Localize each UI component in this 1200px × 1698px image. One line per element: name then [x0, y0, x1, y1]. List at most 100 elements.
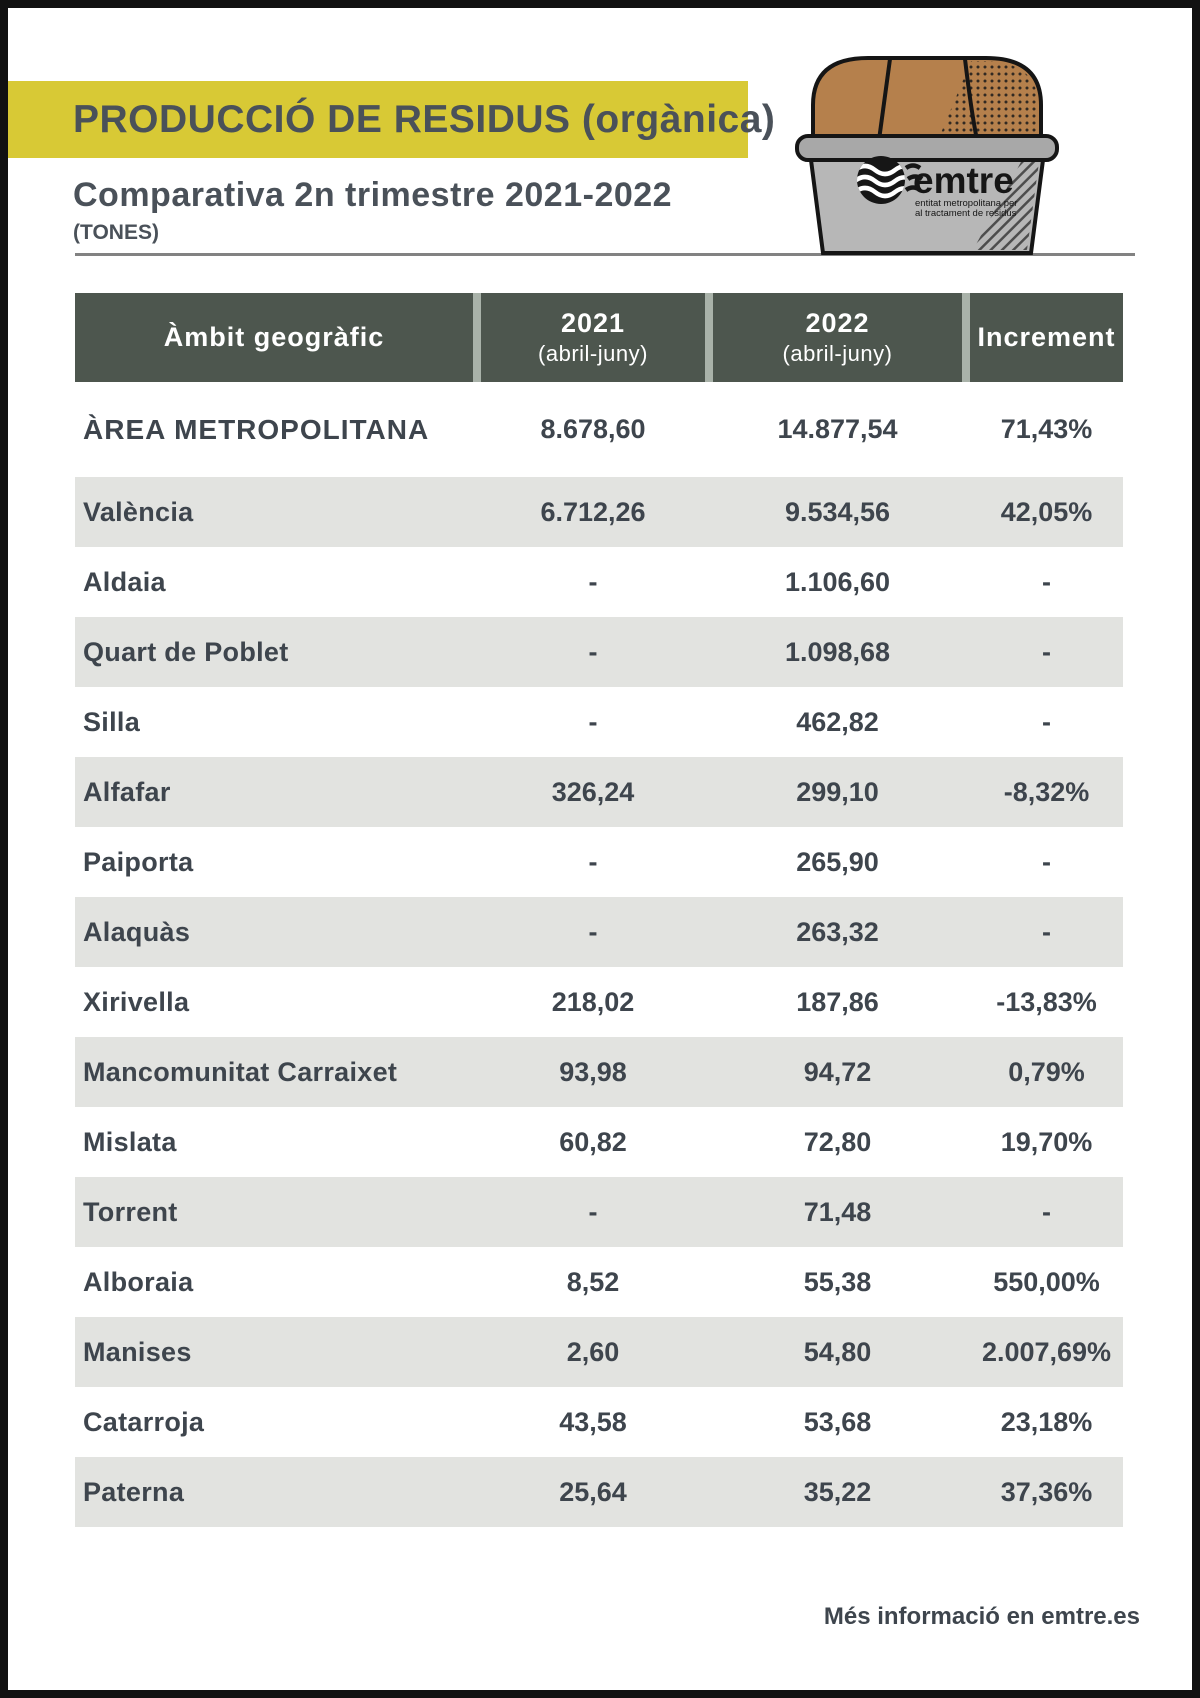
organic-waste-bin-illustration: emtre entitat metropolitana per al tract…: [795, 56, 1059, 255]
bin-body-hatch: [973, 162, 1039, 250]
table-row: Paiporta - 265,90 -: [75, 827, 1123, 897]
row-increment-cell: -: [1042, 916, 1051, 947]
table-row: ÀREA METROPOLITANA 8.678,60 14.877,54 71…: [75, 382, 1123, 477]
row-2021-cell: -: [588, 636, 598, 667]
row-name-cell: Paiporta: [83, 846, 194, 877]
row-2022-cell: 55,38: [803, 1266, 872, 1297]
row-increment-cell: 42,05%: [1000, 496, 1093, 527]
row-2022-cell: 265,90: [796, 846, 879, 877]
table-header-row: Àmbit geogràfic 2021 (abril-juny) 2022 (…: [75, 293, 1123, 382]
row-2022-cell: 1.098,68: [784, 636, 891, 667]
row-increment-cell: -: [1042, 566, 1051, 597]
page-subtitle: Comparativa 2n trimestre 2021-2022: [73, 176, 673, 214]
table-row: Torrent - 71,48 -: [75, 1177, 1123, 1247]
footer-info: Més informació en emtre.es: [823, 1603, 1140, 1630]
row-increment-cell: 19,70%: [1000, 1126, 1093, 1157]
table-row: Paterna 25,64 35,22 37,36%: [75, 1457, 1123, 1527]
header-divider: [75, 253, 1135, 256]
row-2022-cell: 263,32: [796, 916, 879, 947]
row-2021-cell: 93,98: [559, 1056, 627, 1087]
row-2022-cell: 9.534,56: [784, 496, 891, 527]
row-2022-cell: 462,82: [796, 706, 879, 737]
row-2022-cell: 187,86: [796, 986, 879, 1017]
row-name-cell: Manises: [83, 1336, 192, 1367]
row-name-cell: ÀREA METROPOLITANA: [83, 413, 430, 445]
emtre-logo-text: emtre: [913, 160, 1014, 201]
table-row: Aldaia - 1.106,60 -: [75, 547, 1123, 617]
row-name-cell: Catarroja: [83, 1406, 205, 1437]
row-2021-cell: -: [588, 916, 598, 947]
emtre-tagline-2: al tractament de residus: [915, 208, 1017, 219]
row-2021-cell: 43,58: [559, 1406, 627, 1437]
row-increment-cell: -: [1042, 636, 1051, 667]
row-increment-cell: -: [1042, 706, 1051, 737]
row-2021-cell: -: [588, 1196, 598, 1227]
row-2021-cell: 6.712,26: [540, 496, 646, 527]
row-2022-cell: 14.877,54: [777, 414, 898, 444]
emtre-tagline-1: entitat metropolitana per: [915, 198, 1017, 209]
row-name-cell: Mislata: [83, 1126, 177, 1157]
bin-lid-texture: [938, 61, 1038, 140]
column-header-increment: Increment: [970, 293, 1123, 382]
bin-rim: [795, 134, 1059, 162]
row-increment-cell: 23,18%: [1000, 1406, 1093, 1437]
row-2022-cell: 94,72: [803, 1056, 872, 1087]
row-2021-cell: 25,64: [559, 1476, 627, 1507]
row-2021-cell: -: [588, 566, 598, 597]
row-name-cell: Paterna: [83, 1476, 185, 1507]
table-row: València 6.712,26 9.534,56 42,05%: [75, 477, 1123, 547]
table-row: Manises 2,60 54,80 2.007,69%: [75, 1317, 1123, 1387]
table-row: Alaquàs - 263,32 -: [75, 897, 1123, 967]
row-increment-cell: 0,79%: [1008, 1056, 1085, 1087]
row-name-cell: Alfafar: [83, 776, 171, 807]
row-increment-cell: -13,83%: [996, 986, 1097, 1017]
row-increment-cell: -: [1042, 1196, 1051, 1227]
table-row: Mislata 60,82 72,80 19,70%: [75, 1107, 1123, 1177]
row-2022-cell: 35,22: [803, 1476, 872, 1507]
row-2022-cell: 299,10: [796, 776, 879, 807]
row-increment-cell: 71,43%: [1000, 414, 1093, 444]
table-row: Quart de Poblet - 1.098,68 -: [75, 617, 1123, 687]
table-row: Mancomunitat Carraixet 93,98 94,72 0,79%: [75, 1037, 1123, 1107]
column-header-2021: 2021 (abril-juny): [481, 293, 705, 382]
row-name-cell: Alboraia: [83, 1266, 194, 1297]
table-row: Alfafar 326,24 299,10 -8,32%: [75, 757, 1123, 827]
row-name-cell: Quart de Poblet: [83, 636, 289, 667]
row-increment-cell: -8,32%: [1003, 776, 1090, 807]
row-2021-cell: 326,24: [551, 776, 635, 807]
row-2021-cell: 218,02: [551, 986, 635, 1017]
row-name-cell: Alaquàs: [83, 916, 191, 947]
row-name-cell: Torrent: [83, 1196, 178, 1227]
row-2021-cell: 8,52: [566, 1266, 620, 1297]
table-row: Silla - 462,82 -: [75, 687, 1123, 757]
row-2021-cell: 60,82: [559, 1126, 627, 1157]
row-name-cell: Aldaia: [83, 566, 166, 597]
row-2022-cell: 71,48: [803, 1196, 872, 1227]
table-row: Catarroja 43,58 53,68 23,18%: [75, 1387, 1123, 1457]
page-title: PRODUCCIÓ DE RESIDUS (orgànica): [73, 97, 776, 141]
table-row: Alboraia 8,52 55,38 550,00%: [75, 1247, 1123, 1317]
row-2022-cell: 54,80: [803, 1336, 872, 1367]
row-increment-cell: 550,00%: [993, 1266, 1100, 1297]
title-banner: PRODUCCIÓ DE RESIDUS (orgànica): [8, 81, 775, 158]
column-header-ambit: Àmbit geogràfic: [75, 293, 473, 382]
row-2022-cell: 72,80: [803, 1126, 872, 1157]
row-2021-cell: -: [588, 706, 598, 737]
row-name-cell: Silla: [83, 706, 141, 737]
table-body: ÀREA METROPOLITANA 8.678,60 14.877,54 71…: [75, 382, 1123, 1527]
row-increment-cell: -: [1042, 846, 1051, 877]
table-row: Xirivella 218,02 187,86 -13,83%: [75, 967, 1123, 1037]
row-2021-cell: -: [588, 846, 598, 877]
row-2021-cell: 2,60: [566, 1336, 620, 1367]
row-name-cell: Mancomunitat Carraixet: [83, 1056, 398, 1087]
unit-label: (TONES): [73, 221, 159, 244]
row-name-cell: València: [83, 496, 194, 527]
row-name-cell: Xirivella: [83, 986, 190, 1017]
row-increment-cell: 2.007,69%: [981, 1336, 1112, 1367]
row-2022-cell: 1.106,60: [784, 566, 891, 597]
row-increment-cell: 37,36%: [1000, 1476, 1093, 1507]
row-2021-cell: 8.678,60: [540, 414, 646, 444]
row-2022-cell: 53,68: [803, 1406, 872, 1437]
comparison-table: Àmbit geogràfic 2021 (abril-juny) 2022 (…: [75, 293, 1123, 1527]
